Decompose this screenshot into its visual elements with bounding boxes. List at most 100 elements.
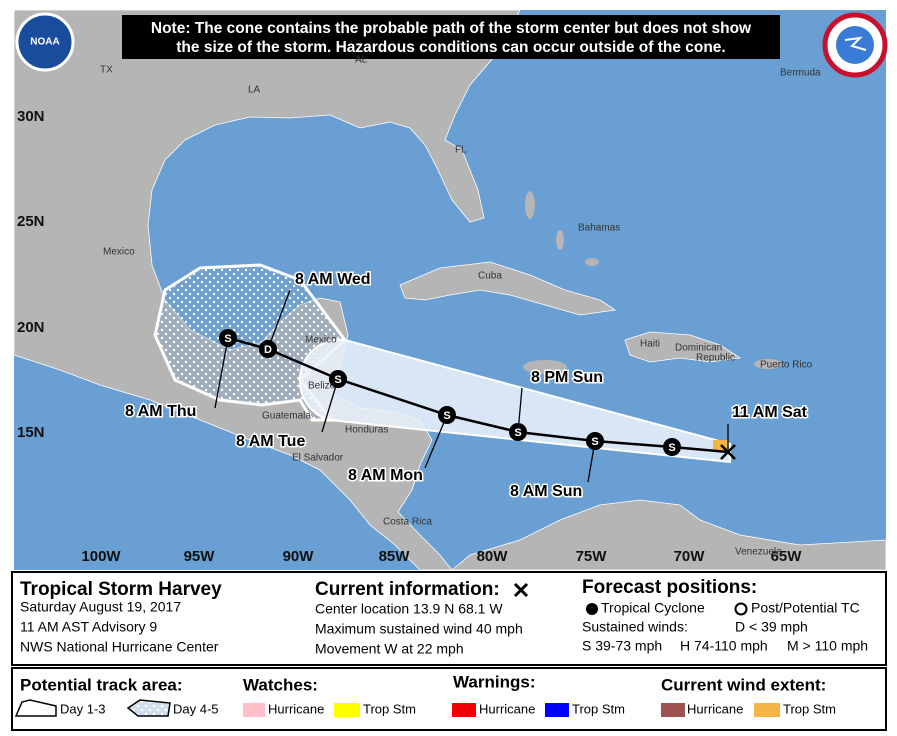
- forecast-label: 8 AM Wed: [295, 271, 371, 288]
- legend-title: Current wind extent:: [661, 675, 826, 694]
- forecast-item: Tropical Cyclone: [601, 600, 705, 616]
- legend-title: Potential track area:: [20, 675, 183, 694]
- place-label: Cuba: [478, 271, 502, 282]
- info-box: [11, 571, 887, 666]
- legend-item: Hurricane: [687, 701, 743, 716]
- place-label: Costa Rica: [383, 517, 432, 528]
- place-label: TX: [100, 65, 113, 76]
- longitude-label: 95W: [184, 548, 216, 565]
- place-label: Belize: [308, 381, 336, 392]
- forecast-title: Forecast positions:: [582, 577, 757, 598]
- place-label: LA: [248, 85, 261, 96]
- swatch: [334, 703, 360, 717]
- longitude-label: 65W: [771, 548, 803, 565]
- longitude-label: 75W: [576, 548, 608, 565]
- longitude-label: 100W: [81, 548, 121, 565]
- leader-line: [321, 378, 339, 433]
- forecast-symbol: S: [224, 333, 231, 345]
- forecast-symbol: D: [264, 344, 272, 356]
- current-position: [720, 444, 736, 460]
- forecast-point: [438, 406, 456, 424]
- current-line: Maximum sustained wind 40 mph: [315, 621, 523, 637]
- forecast-symbol: S: [591, 436, 598, 448]
- latitude-label: 25N: [17, 213, 45, 230]
- swatch: [545, 703, 569, 717]
- logo-text: NOAA: [30, 37, 59, 48]
- longitude-label: 85W: [379, 548, 411, 565]
- place-label: Guatemala: [262, 411, 311, 422]
- place-label: Republic: [696, 353, 735, 364]
- place-label: Haiti: [640, 339, 660, 350]
- forecast-label: 8 AM Sun: [510, 483, 582, 500]
- legend-item: Trop Stm: [363, 701, 416, 716]
- track: S S S S S D S: [214, 289, 736, 483]
- place-label: El Salvador: [292, 453, 344, 464]
- land: [754, 359, 782, 369]
- map: [13, 9, 888, 571]
- forecast-point: [509, 423, 527, 441]
- longitude-label: 80W: [477, 548, 509, 565]
- note: Note: The cone contains the probable pat…: [151, 20, 752, 37]
- legend-item: Day 4-5: [173, 701, 219, 716]
- forecast-point: [586, 432, 604, 450]
- forecast-point: [259, 340, 277, 358]
- nws-logo-inner: [836, 26, 874, 64]
- legend-item: Trop Stm: [783, 701, 836, 716]
- forecast-label: 8 AM Thu: [125, 403, 196, 420]
- post-icon: [734, 602, 748, 616]
- leader-line: [424, 414, 448, 469]
- place-label: Venezuela: [735, 547, 782, 558]
- place-label: Dominican: [675, 343, 722, 354]
- forecast-item: M > 110 mph: [787, 638, 868, 654]
- longitude-label: 90W: [283, 548, 315, 565]
- land: [450, 499, 887, 571]
- forecast-symbol: S: [334, 374, 341, 386]
- latitude-label: 15N: [17, 424, 45, 441]
- forecast-point: [663, 438, 681, 456]
- place-label: AL: [355, 55, 368, 66]
- land: [556, 230, 564, 250]
- forecast-label: 11 AM Sat: [732, 404, 808, 421]
- forecast-symbol: S: [668, 442, 675, 454]
- note: the size of the storm. Hazardous conditi…: [176, 39, 725, 56]
- swatch: [754, 703, 780, 717]
- swatch: [661, 703, 685, 717]
- day45-icon: [126, 699, 171, 717]
- legend-title: Watches:: [243, 675, 318, 694]
- forecast-item: H 74-110 mph: [680, 638, 768, 654]
- day13-icon: [14, 699, 57, 717]
- noaa-logo: [15, 12, 75, 72]
- info-panel: [11, 571, 887, 731]
- note-box: [122, 15, 780, 59]
- longitude-label: 70W: [674, 548, 706, 565]
- legend-item: Trop Stm: [572, 701, 625, 716]
- forecast-label: 8 AM Tue: [236, 433, 305, 450]
- legend-item: Hurricane: [268, 701, 324, 716]
- current-line: Center location 13.9 N 68.1 W: [315, 601, 503, 617]
- legend-item: Hurricane: [479, 701, 535, 716]
- forecast-label: 8 AM Mon: [348, 467, 423, 484]
- storm-line: Saturday August 19, 2017: [20, 599, 181, 615]
- legend-item: Day 1-3: [60, 701, 106, 716]
- swatch: [243, 703, 265, 717]
- storm-line: NWS National Hurricane Center: [20, 639, 219, 655]
- legend-title: Warnings:: [453, 672, 535, 691]
- place-label: Bahamas: [578, 223, 620, 234]
- forecast-item: S 39-73 mph: [582, 638, 662, 654]
- land: [399, 261, 617, 316]
- legend-box: [11, 667, 887, 731]
- land: [525, 191, 535, 219]
- latitude-label: 20N: [17, 319, 45, 336]
- place-label: Mexico: [103, 247, 135, 258]
- leader-line: [267, 289, 291, 350]
- forecast-point: [329, 370, 347, 388]
- land: [624, 331, 742, 363]
- swatch: [452, 703, 476, 717]
- land: [523, 360, 567, 374]
- storm-title: Tropical Storm Harvey: [20, 579, 222, 600]
- land: [585, 258, 599, 266]
- place-label: Honduras: [345, 425, 388, 436]
- forecast-symbol: S: [514, 427, 521, 439]
- current-line: Movement W at 22 mph: [315, 641, 464, 657]
- forecast-symbol: S: [443, 410, 450, 422]
